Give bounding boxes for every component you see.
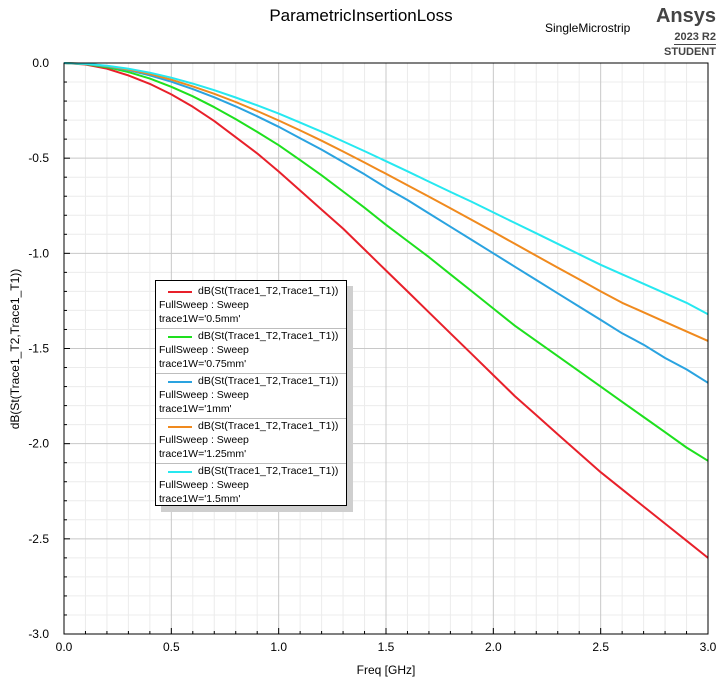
- legend-variable: trace1W='1.25mm': [159, 448, 247, 460]
- series-line-4: [63, 62, 709, 342]
- x-tick-label: 2.0: [485, 640, 502, 654]
- legend-variable: trace1W='0.5mm': [159, 313, 241, 325]
- legend-item[interactable]: dB(St(Trace1_T2,Trace1_T1)) FullSweep : S…: [156, 285, 346, 329]
- legend-expression: dB(St(Trace1_T2,Trace1_T1)): [198, 285, 339, 297]
- series-line-5: [63, 62, 709, 316]
- brand-name: Ansys: [655, 5, 716, 27]
- legend-expression: dB(St(Trace1_T2,Trace1_T1)): [198, 330, 339, 342]
- x-tick-label: 1.5: [378, 640, 395, 654]
- legend-item[interactable]: dB(St(Trace1_T2,Trace1_T1)) FullSweep : S…: [156, 330, 346, 374]
- chart-title: ParametricInsertionLoss: [269, 6, 453, 25]
- y-tick-label: -1.0: [28, 246, 49, 260]
- legend-sweep: FullSweep : Sweep: [159, 479, 249, 491]
- legend-sweep: FullSweep : Sweep: [159, 299, 249, 311]
- axis-ticks: [63, 62, 709, 635]
- x-tick-label: 3.0: [700, 640, 717, 654]
- legend-item[interactable]: dB(St(Trace1_T2,Trace1_T1)) FullSweep : S…: [156, 420, 346, 464]
- legend-variable: trace1W='0.75mm': [159, 358, 247, 370]
- legend-item[interactable]: dB(St(Trace1_T2,Trace1_T1)) FullSweep : S…: [156, 375, 346, 419]
- legend-swatch: [168, 471, 192, 473]
- x-tick-labels: 0.0 0.5 1.0 1.5 2.0 2.5 3.0: [56, 640, 717, 654]
- y-axis-label: dB(St(Trace1_T2,Trace1_T1)): [8, 269, 22, 430]
- plot-series: [63, 62, 709, 559]
- y-tick-label: -2.5: [28, 532, 49, 546]
- legend-sweep: FullSweep : Sweep: [159, 344, 249, 356]
- legend-expression: dB(St(Trace1_T2,Trace1_T1)): [198, 375, 339, 387]
- legend-swatch: [168, 426, 192, 428]
- chart-subtitle: SingleMicrostrip: [545, 21, 631, 35]
- y-tick-label: 0.0: [32, 56, 49, 70]
- legend-separator: [156, 328, 346, 329]
- x-axis-label: Freq [GHz]: [357, 663, 416, 677]
- y-tick-labels: 0.0 -0.5 -1.0 -1.5 -2.0 -2.5 -3.0: [28, 56, 49, 641]
- brand-edition: STUDENT: [664, 46, 716, 58]
- legend-separator: [156, 373, 346, 374]
- legend-variable: trace1W='1mm': [159, 403, 232, 415]
- legend-swatch: [168, 336, 192, 338]
- y-tick-label: -1.5: [28, 342, 49, 356]
- brand-version: 2023 R2: [674, 31, 716, 45]
- x-tick-label: 1.0: [270, 640, 287, 654]
- y-tick-label: -2.0: [28, 437, 49, 451]
- series-line-2: [63, 62, 709, 462]
- y-tick-label: -0.5: [28, 151, 49, 165]
- x-tick-label: 2.5: [592, 640, 609, 654]
- x-tick-label: 0.5: [163, 640, 180, 654]
- legend-expression: dB(St(Trace1_T2,Trace1_T1)): [198, 465, 339, 477]
- legend-separator: [156, 463, 346, 464]
- legend-expression: dB(St(Trace1_T2,Trace1_T1)): [198, 420, 339, 432]
- legend-swatch: [168, 381, 192, 383]
- legend-swatch: [168, 291, 192, 293]
- legend-sweep: FullSweep : Sweep: [159, 389, 249, 401]
- ansys-logo: Ansys 2023 R2 STUDENT: [656, 5, 716, 59]
- series-line-3: [63, 62, 709, 384]
- y-tick-label: -3.0: [28, 627, 49, 641]
- x-tick-label: 0.0: [56, 640, 73, 654]
- series-line-1: [63, 62, 709, 559]
- legend-item[interactable]: dB(St(Trace1_T2,Trace1_T1)) FullSweep : S…: [156, 465, 346, 509]
- chart-legend[interactable]: dB(St(Trace1_T2,Trace1_T1)) FullSweep : S…: [155, 280, 347, 506]
- legend-sweep: FullSweep : Sweep: [159, 434, 249, 446]
- legend-variable: trace1W='1.5mm': [159, 493, 241, 505]
- legend-separator: [156, 418, 346, 419]
